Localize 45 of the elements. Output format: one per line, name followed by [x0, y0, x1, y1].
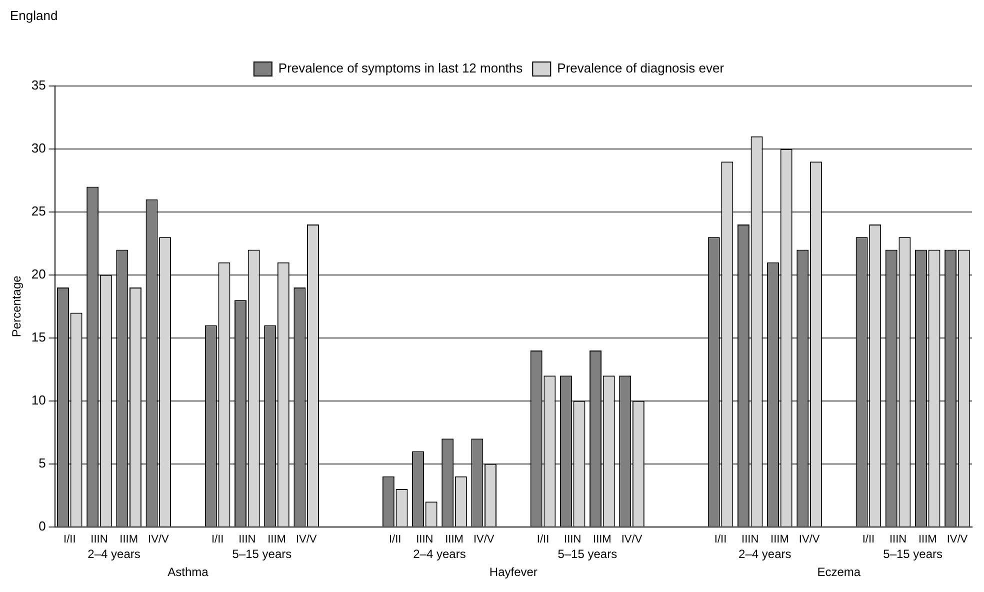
x-tick-label: I/II	[388, 533, 402, 546]
x-tick-label: IIIM	[268, 533, 286, 546]
x-tick-label: IIIM	[593, 533, 612, 546]
x-tick-label: IIIM	[120, 533, 138, 546]
x-tick-label: IV/V	[621, 533, 643, 546]
x-tick-label: IV/V	[798, 533, 820, 546]
text: Eczema	[817, 565, 861, 580]
y-tick-label: 10	[31, 392, 46, 408]
legend-label: Prevalence of diagnosis ever	[557, 60, 725, 76]
x-tick-label: I/II	[714, 533, 727, 546]
y-axis-title: Percentage	[10, 275, 24, 338]
y-tick-label: 30	[31, 140, 46, 156]
y-tick-label: 0	[38, 518, 46, 534]
y-tick-label: 35	[31, 78, 46, 93]
x-tick-label: IIIN	[90, 533, 108, 546]
x-tick-label: IIIN	[564, 533, 582, 546]
x-tick-label: IIIM	[770, 533, 789, 546]
x-tick-label: I/II	[64, 533, 76, 546]
x-tick-label: IIIN	[416, 533, 434, 546]
y-tick-label: 20	[31, 266, 46, 282]
text: 5–15 years	[232, 547, 292, 562]
x-tick-label: IV/V	[946, 533, 968, 546]
x-tick-label: IIIM	[918, 533, 937, 546]
text: 2–4 years	[88, 547, 140, 562]
y-tick-label: 15	[31, 329, 46, 344]
text: 5–15 years	[558, 547, 618, 562]
x-tick-label: I/II	[536, 533, 550, 546]
x-tick-label: IIIN	[238, 533, 256, 546]
x-tick-label: IIIN	[889, 533, 907, 546]
text: Hayfever	[489, 565, 538, 580]
x-tick-label: I/II	[862, 533, 875, 546]
x-tick-label: IV/V	[148, 533, 170, 546]
legend-label: Prevalence of symptoms in last 12 months	[278, 60, 524, 76]
x-tick-label: IIIM	[445, 533, 464, 546]
y-tick-label: 25	[31, 204, 46, 219]
text: 2–4 years	[413, 547, 466, 562]
x-tick-label: IIIN	[742, 533, 759, 546]
text: Asthma	[168, 565, 209, 580]
x-tick-label: I/II	[211, 533, 224, 546]
x-tick-label: IV/V	[473, 533, 495, 546]
y-tick-label: 5	[38, 455, 46, 470]
x-tick-label: IV/V	[296, 533, 318, 546]
text: 5–15 years	[883, 547, 943, 562]
chart-title: England	[10, 8, 58, 23]
text: 2–4 years	[738, 547, 792, 562]
